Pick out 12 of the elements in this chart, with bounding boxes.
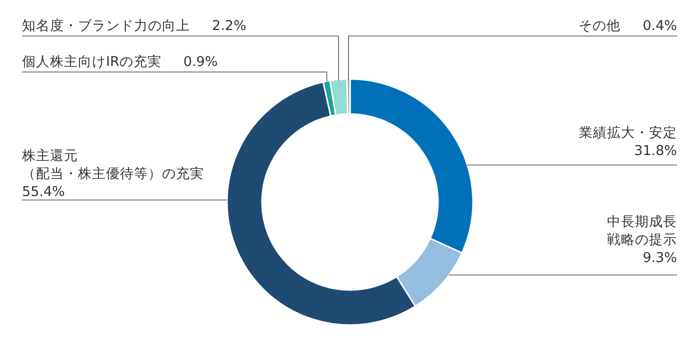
slice-label: 株主還元（配当・株主優待等）の充実 bbox=[21, 148, 204, 182]
slice-label: 業績拡大・安定 bbox=[579, 125, 677, 141]
slice-label: 個人株主向けIRの充実 bbox=[22, 54, 162, 70]
data-label: 0.4% bbox=[642, 18, 678, 34]
slice-label: 中長期成長戦略の提示 bbox=[607, 214, 677, 248]
data-label: 9.3% bbox=[642, 250, 678, 266]
slice-label: その他 bbox=[578, 18, 621, 34]
data-label: 0.9% bbox=[183, 54, 218, 70]
data-label: 2.2% bbox=[212, 18, 246, 34]
data-label: 31.8% bbox=[634, 143, 678, 159]
slice-label: 知名度・ブランド力の向上 bbox=[22, 18, 190, 34]
data-label: 55.4% bbox=[22, 184, 66, 200]
